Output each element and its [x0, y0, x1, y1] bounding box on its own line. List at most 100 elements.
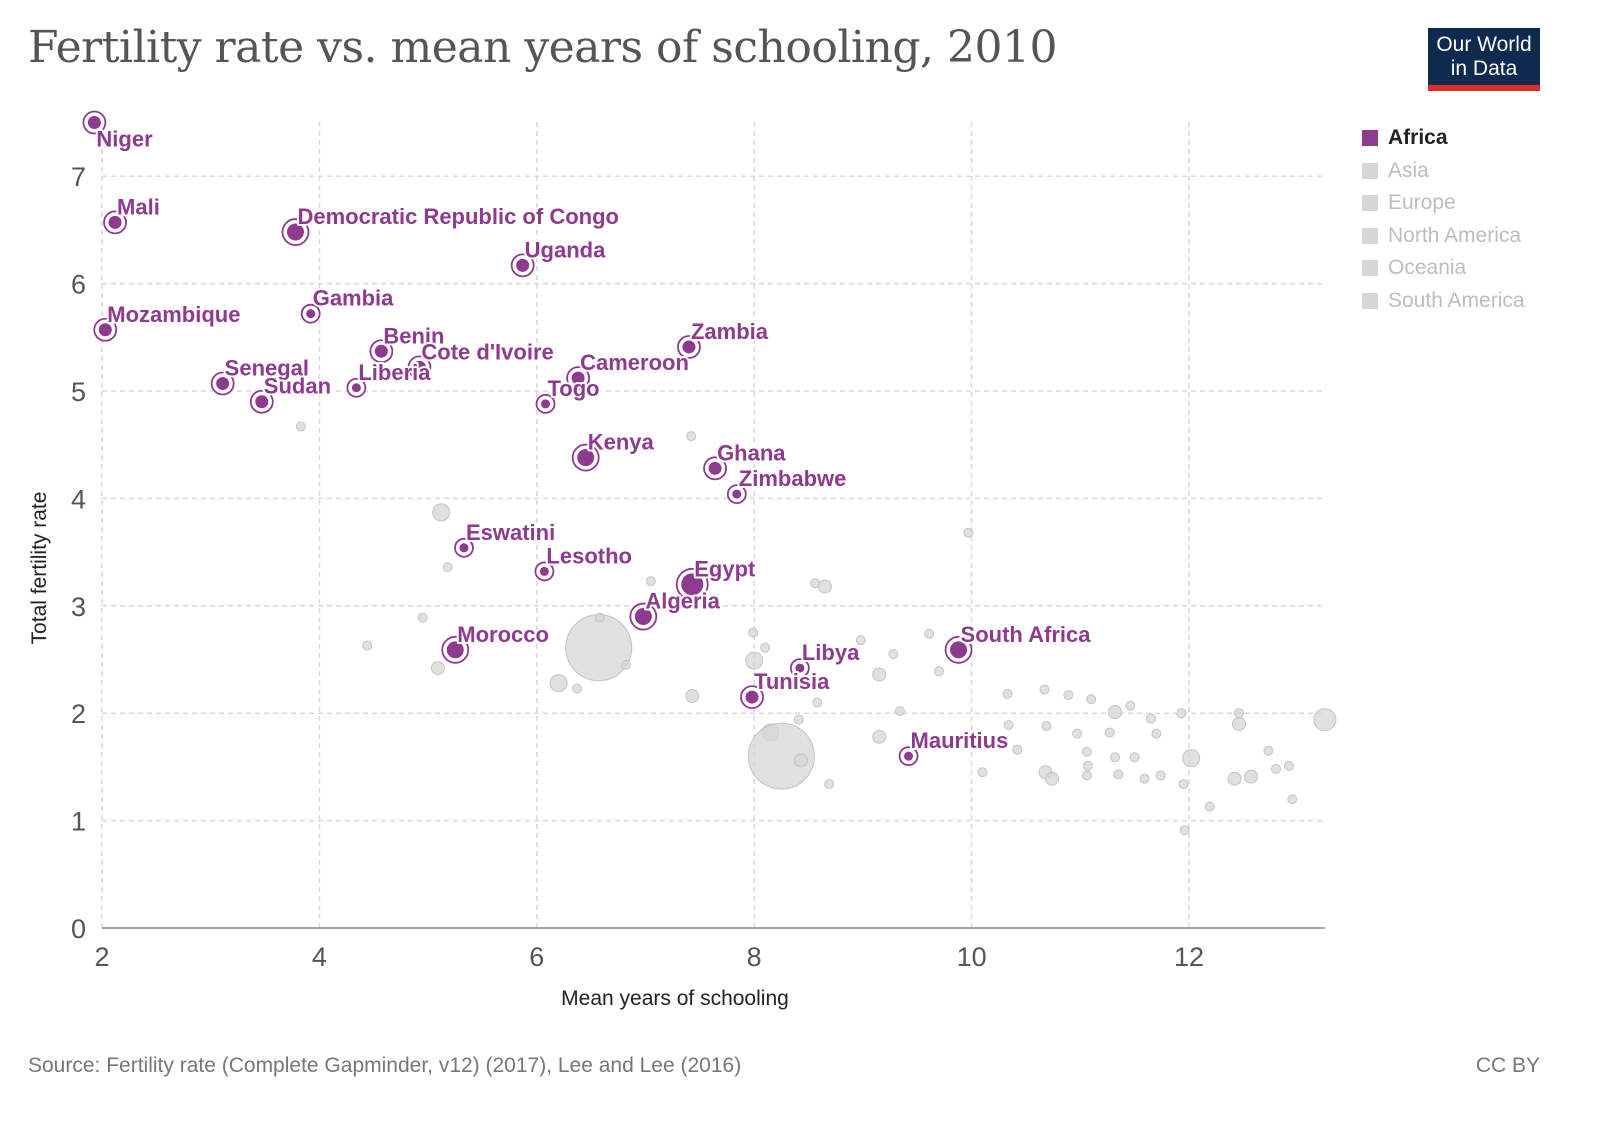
- data-point-other: [963, 527, 974, 538]
- data-point-other: [1151, 728, 1162, 739]
- data-point-africa: [87, 116, 101, 129]
- legend-swatch: [1362, 162, 1378, 179]
- legend-label: Europe: [1388, 191, 1456, 215]
- data-point-africa: [904, 751, 914, 761]
- data-point-other: [1178, 779, 1189, 790]
- data-point-other: [645, 576, 656, 587]
- data-label: Mozambique: [107, 302, 240, 327]
- legend-item[interactable]: Asia: [1362, 155, 1525, 188]
- data-point-africa: [634, 608, 652, 626]
- data-point-africa: [108, 215, 122, 229]
- data-point-other: [1039, 684, 1050, 695]
- legend-label: South America: [1388, 288, 1525, 312]
- data-label: Sudan: [264, 374, 331, 399]
- data-point-other: [1243, 769, 1258, 784]
- data-point-other: [362, 640, 373, 651]
- data-label: Lesotho: [546, 543, 632, 568]
- x-tick-label: 2: [94, 942, 109, 972]
- data-point-africa: [255, 395, 269, 409]
- data-point-africa: [216, 376, 230, 390]
- y-tick-label: 7: [71, 162, 86, 192]
- data-label: Zimbabwe: [739, 466, 847, 491]
- data-label: Democratic Republic of Congo: [297, 204, 618, 229]
- data-label: Tunisia: [754, 669, 830, 694]
- data-point-other: [1041, 721, 1052, 732]
- legend-swatch: [1362, 260, 1378, 277]
- data-point-africa: [682, 340, 696, 354]
- legend-swatch: [1362, 227, 1378, 244]
- data-point-other: [1108, 705, 1123, 720]
- data-point-africa: [681, 573, 704, 596]
- data-point-other: [793, 714, 804, 725]
- data-label: Ghana: [717, 440, 786, 465]
- data-label: Mali: [117, 194, 160, 219]
- data-point-other: [1182, 749, 1201, 768]
- data-point-africa: [286, 223, 304, 241]
- data-point-africa: [571, 371, 585, 385]
- data-label: Cameroon: [580, 350, 689, 375]
- legend-label: Asia: [1388, 158, 1429, 182]
- x-tick-label: 10: [957, 942, 987, 972]
- data-point-other: [1270, 764, 1281, 775]
- data-point-other: [1129, 752, 1140, 763]
- data-point-other: [686, 431, 697, 442]
- license-link[interactable]: CC BY: [1475, 1054, 1540, 1077]
- other-region-points: [295, 421, 1337, 836]
- owid-logo[interactable]: Our World in Data: [1428, 28, 1540, 91]
- data-label: Niger: [96, 127, 153, 152]
- data-point-africa: [446, 641, 464, 659]
- legend-label: North America: [1388, 223, 1522, 247]
- data-point-africa: [351, 383, 361, 393]
- data-point-other: [1003, 720, 1014, 731]
- legend-swatch: [1362, 130, 1378, 147]
- data-point-other: [824, 779, 835, 790]
- data-point-other: [1063, 689, 1074, 700]
- data-point-other: [817, 579, 832, 594]
- legend-item[interactable]: Oceania: [1362, 252, 1525, 285]
- data-point-other: [888, 649, 899, 660]
- y-tick-label: 6: [71, 270, 86, 300]
- x-tick-label: 6: [529, 942, 544, 972]
- data-label: Egypt: [694, 556, 756, 581]
- legend-item[interactable]: South America: [1362, 285, 1525, 318]
- data-point-other: [1082, 760, 1093, 771]
- data-point-other: [760, 642, 771, 653]
- legend-item[interactable]: North America: [1362, 220, 1525, 253]
- data-point-other: [594, 612, 605, 623]
- legend-item[interactable]: Europe: [1362, 187, 1525, 220]
- x-tick-label: 12: [1174, 942, 1204, 972]
- data-point-other: [1263, 745, 1274, 756]
- source-note: Source: Fertility rate (Complete Gapmind…: [28, 1054, 742, 1077]
- data-label: Kenya: [588, 430, 655, 455]
- data-label: Uganda: [525, 237, 606, 262]
- y-axis-title: Total fertility rate: [28, 492, 51, 645]
- data-point-africa: [374, 344, 388, 358]
- data-point-africa: [950, 641, 968, 659]
- chart-title: Fertility rate vs. mean years of schooli…: [28, 22, 1057, 73]
- data-point-other: [1110, 752, 1121, 763]
- data-point-other: [572, 683, 583, 694]
- data-point-other: [1081, 746, 1092, 757]
- data-label: Mauritius: [911, 728, 1009, 753]
- logo-line-2: in Data: [1450, 57, 1518, 80]
- y-tick-label: 0: [71, 914, 86, 944]
- data-point-other: [1234, 708, 1245, 719]
- data-point-africa: [306, 309, 316, 319]
- data-point-africa: [708, 461, 722, 475]
- data-point-other: [872, 729, 887, 744]
- data-point-other: [1104, 727, 1115, 738]
- data-label: Eswatini: [466, 520, 555, 545]
- data-label: Liberia: [358, 360, 431, 385]
- data-point-africa: [459, 543, 469, 553]
- data-point-africa: [745, 690, 759, 704]
- legend-item[interactable]: Africa: [1362, 122, 1525, 155]
- data-point-other: [685, 689, 700, 704]
- data-label: Libya: [802, 640, 860, 665]
- data-point-africa: [539, 566, 549, 576]
- data-point-other: [442, 562, 453, 573]
- data-label: Benin: [383, 323, 444, 348]
- legend-swatch: [1362, 292, 1378, 309]
- data-point-other: [1176, 708, 1187, 719]
